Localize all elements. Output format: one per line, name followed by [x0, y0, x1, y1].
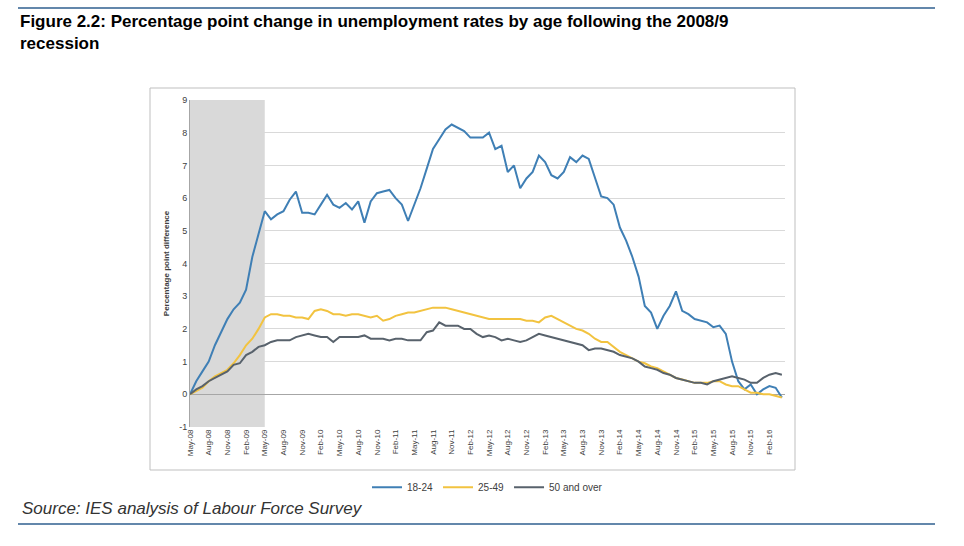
svg-text:25-49: 25-49 — [478, 482, 504, 493]
svg-text:Aug-15: Aug-15 — [728, 429, 737, 455]
svg-text:6: 6 — [182, 193, 187, 203]
svg-text:Feb-11: Feb-11 — [391, 429, 400, 454]
svg-text:2: 2 — [182, 324, 187, 334]
svg-text:Aug-13: Aug-13 — [578, 429, 587, 455]
svg-text:Nov-12: Nov-12 — [522, 429, 531, 455]
svg-text:5: 5 — [182, 226, 187, 236]
svg-text:7: 7 — [182, 161, 187, 171]
svg-text:Feb-16: Feb-16 — [765, 429, 774, 455]
svg-text:0: 0 — [182, 389, 187, 399]
svg-text:Feb-14: Feb-14 — [616, 429, 625, 455]
svg-text:50 and over: 50 and over — [549, 482, 602, 493]
svg-text:Source: IES analysis of Labour: Source: IES analysis of Labour Force Sur… — [22, 499, 363, 518]
svg-text:9: 9 — [182, 95, 187, 105]
svg-text:Nov-15: Nov-15 — [746, 429, 755, 455]
svg-text:May-14: May-14 — [634, 429, 643, 456]
svg-text:May-09: May-09 — [260, 429, 269, 456]
svg-text:3: 3 — [182, 291, 187, 301]
svg-text:Aug-08: Aug-08 — [204, 429, 213, 455]
svg-text:Aug-11: Aug-11 — [429, 429, 438, 455]
svg-text:Nov-13: Nov-13 — [597, 429, 606, 455]
svg-text:Percentage point difference: Percentage point difference — [162, 210, 171, 316]
svg-text:Aug-10: Aug-10 — [354, 429, 363, 455]
svg-text:May-12: May-12 — [485, 429, 494, 456]
svg-text:May-11: May-11 — [410, 429, 419, 456]
svg-text:Aug-12: Aug-12 — [503, 429, 512, 455]
svg-text:-1: -1 — [179, 422, 187, 432]
svg-text:Feb-13: Feb-13 — [541, 429, 550, 455]
svg-text:8: 8 — [182, 128, 187, 138]
svg-text:Nov-09: Nov-09 — [298, 429, 307, 455]
svg-text:Feb-15: Feb-15 — [690, 429, 699, 455]
svg-text:Feb-09: Feb-09 — [242, 429, 251, 455]
svg-text:Nov-10: Nov-10 — [373, 429, 382, 455]
svg-text:Feb-12: Feb-12 — [466, 429, 475, 455]
svg-text:1: 1 — [182, 357, 187, 367]
svg-text:May-10: May-10 — [335, 429, 344, 456]
svg-text:Figure 2.2: Percentage point c: Figure 2.2: Percentage point change in u… — [20, 12, 729, 53]
svg-text:Nov-14: Nov-14 — [672, 429, 681, 455]
svg-text:May-13: May-13 — [559, 429, 568, 456]
svg-text:May-15: May-15 — [709, 429, 718, 456]
svg-text:May-08: May-08 — [186, 429, 195, 456]
svg-text:Feb-10: Feb-10 — [316, 429, 325, 455]
svg-text:4: 4 — [182, 259, 187, 269]
svg-text:Nov-08: Nov-08 — [223, 429, 232, 455]
svg-text:Aug-09: Aug-09 — [279, 429, 288, 455]
svg-text:Nov-11: Nov-11 — [447, 429, 456, 455]
svg-text:18-24: 18-24 — [407, 482, 433, 493]
svg-text:Aug-14: Aug-14 — [653, 429, 662, 455]
